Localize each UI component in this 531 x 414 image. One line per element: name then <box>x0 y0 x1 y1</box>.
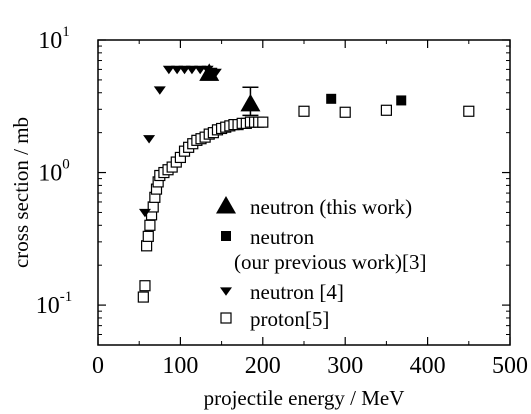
y-tick-label: 101 <box>38 24 70 54</box>
legend-marker <box>220 287 232 296</box>
legend-label: proton[5] <box>250 307 329 331</box>
data-point <box>137 291 149 303</box>
y-tick-base: 10 <box>38 161 62 187</box>
data-point <box>143 135 156 144</box>
x-tick-label: 400 <box>410 353 446 379</box>
data-point <box>199 63 220 81</box>
x-tick-label: 500 <box>492 353 528 379</box>
x-tick-label: 200 <box>245 353 281 379</box>
y-tick-exponent: 1 <box>62 24 70 40</box>
y-tick-base: 10 <box>36 293 60 319</box>
data-point <box>240 93 261 112</box>
data-point <box>162 65 175 75</box>
data-point <box>142 230 154 242</box>
data-point <box>139 280 151 292</box>
data-point <box>185 65 198 75</box>
data-point <box>380 104 392 116</box>
legend-marker <box>216 196 236 214</box>
legend-label: neutron (this work) <box>250 195 412 219</box>
data-point <box>141 240 153 252</box>
y-tick-base: 10 <box>38 28 62 54</box>
data-point <box>298 105 310 117</box>
data-point <box>144 219 156 231</box>
x-tick-label: 0 <box>92 353 104 379</box>
y-tick-label: 10-1 <box>36 289 73 319</box>
x-axis-ticks: 0 100 200 300 400 500 <box>92 40 528 379</box>
legend-label-line2: (our previous work)[3] <box>234 250 426 274</box>
data-point <box>396 95 407 106</box>
legend-label: neutron [4] <box>250 280 344 304</box>
x-axis-title: projectile energy / MeV <box>204 386 405 410</box>
legend-marker <box>221 231 231 241</box>
data-point <box>257 116 269 128</box>
legend-marker <box>220 312 232 324</box>
y-tick-exponent: -1 <box>60 289 73 305</box>
data-point <box>138 208 151 218</box>
x-tick-label: 100 <box>162 353 198 379</box>
y-tick-label: 100 <box>38 157 70 187</box>
data-point <box>153 86 166 95</box>
data-point <box>339 106 351 118</box>
y-tick-exponent: 0 <box>62 157 70 173</box>
legend: neutron (this work) neutron(our previous … <box>216 195 426 331</box>
data-point <box>463 105 475 117</box>
x-tick-label: 300 <box>327 353 363 379</box>
data-point <box>326 93 337 104</box>
legend-label: neutron <box>250 225 315 249</box>
y-axis-title: cross section / mb <box>9 117 33 268</box>
plot-area <box>137 63 475 303</box>
